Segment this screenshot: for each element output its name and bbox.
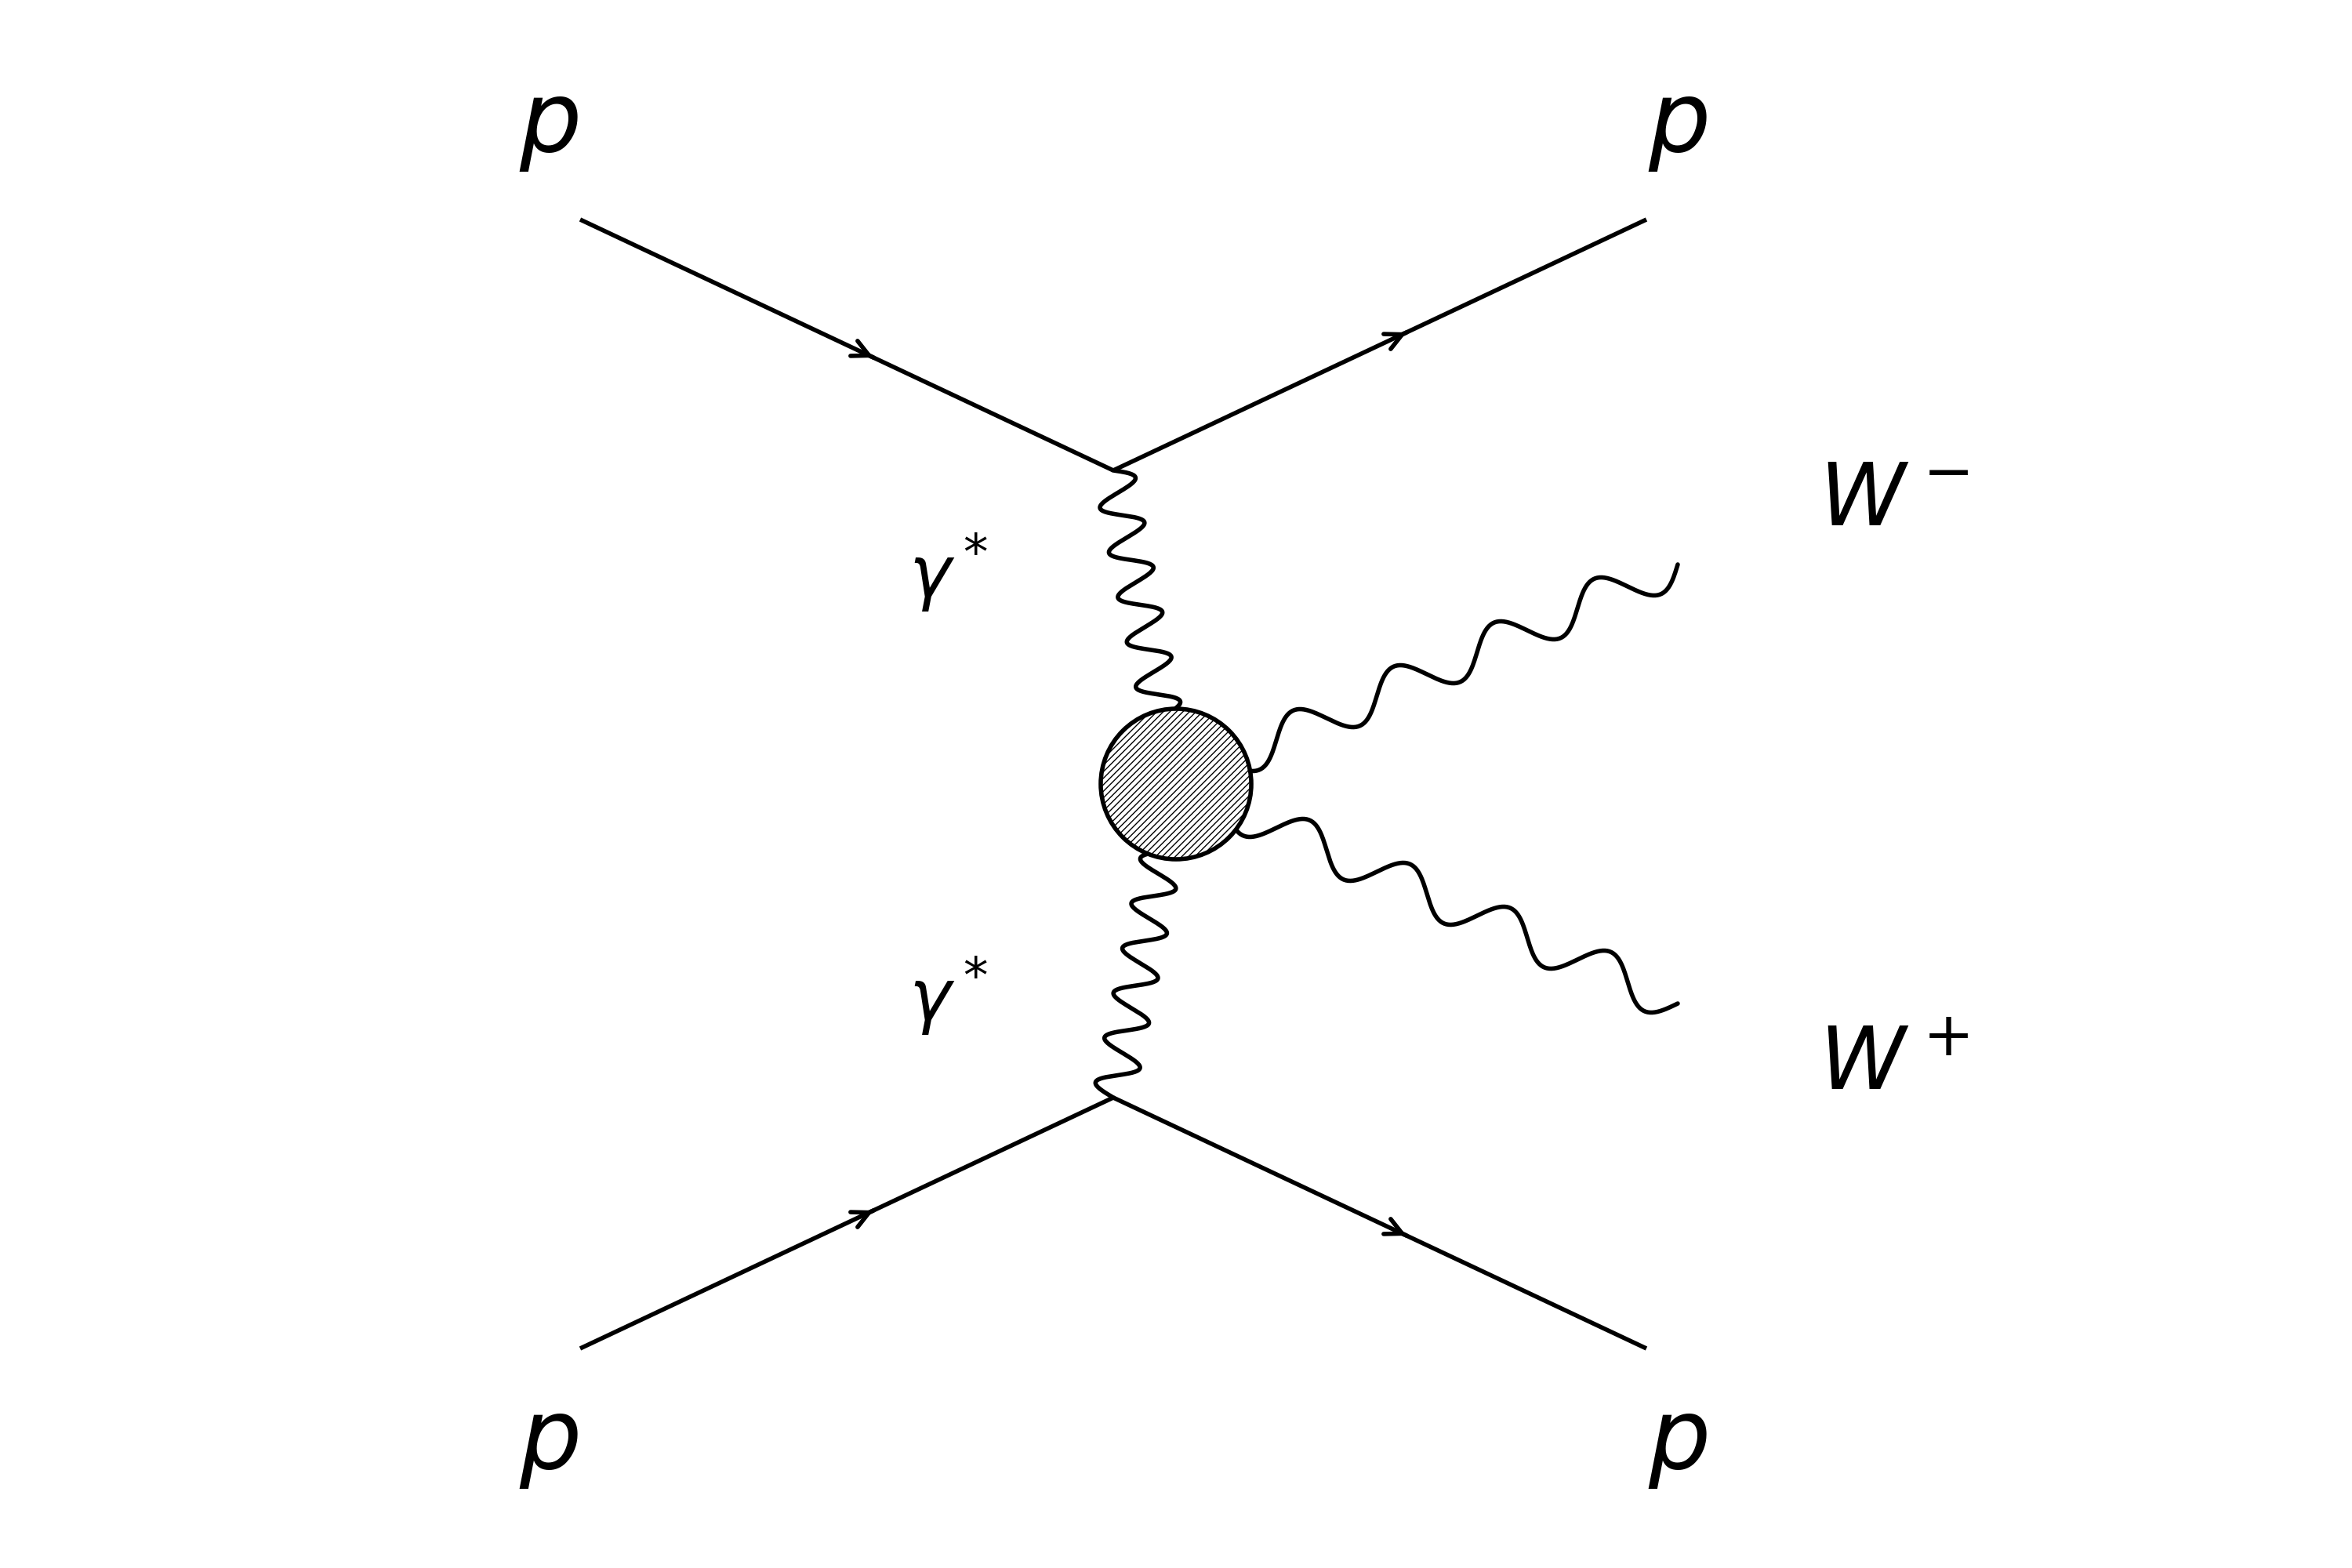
Text: $\gamma^*$: $\gamma^*$ (908, 532, 988, 613)
Text: $p$: $p$ (1649, 1396, 1708, 1490)
Text: $p$: $p$ (1649, 78, 1708, 172)
Text: $p$: $p$ (520, 1396, 579, 1490)
Text: $\gamma^*$: $\gamma^*$ (908, 955, 988, 1036)
Circle shape (1101, 709, 1251, 859)
Text: $W^-$: $W^-$ (1818, 459, 1969, 544)
Text: $p$: $p$ (520, 78, 579, 172)
Text: $W^+$: $W^+$ (1818, 1024, 1969, 1109)
